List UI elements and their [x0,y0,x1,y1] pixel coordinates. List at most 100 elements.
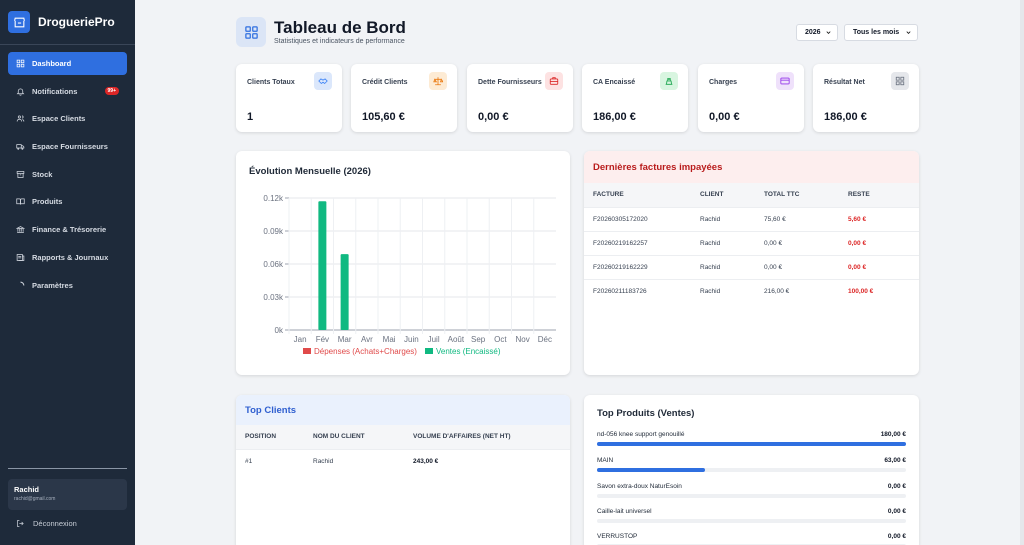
kpi-label: Dette Fournisseurs [478,79,542,86]
legend-swatch [425,348,433,354]
sidebar-item-settings[interactable]: Paramètres [8,274,127,297]
x-tick-label: Juin [404,335,419,344]
x-tick-label: Déc [538,335,552,344]
x-tick-label: Avr [361,335,373,344]
invoice-number: F20260219162229 [584,254,700,279]
page-subtitle: Statistiques et indicateurs de performan… [274,38,405,45]
year-select[interactable]: 2026 [796,24,838,41]
top-products-title: Top Produits (Ventes) [597,408,695,419]
user-name: Rachid [14,485,40,494]
month-select[interactable]: Tous les mois [844,24,918,41]
divider [0,44,135,45]
y-tick-label: 0k [275,326,284,335]
table-row[interactable]: F20260219162257 Rachid 0,00 € 0,00 € [584,230,919,255]
product-name: VERRUSTOP [597,533,638,540]
sidebar-item-label: Notifications [32,86,78,96]
sidebar-item-label: Paramètres [32,280,73,290]
legend-label: Ventes (Encaissé) [436,347,501,356]
sidebar-item-label: Rapports & Journaux [32,252,109,262]
column-header: RESTE [848,183,919,207]
client-volume: 243,00 € [413,448,570,473]
page-title: Tableau de Bord [274,18,406,37]
product-value: 180,00 € [880,431,906,438]
sidebar-item-finance[interactable]: Finance & Trésorerie [8,218,127,241]
product-progress-fill [597,468,706,472]
product-value: 0,00 € [887,533,906,540]
kpi-value: 0,00 € [478,111,509,123]
monthly-chart-card: Évolution Mensuelle (2026) 0k 0.03k 0.06k 0… [236,151,570,375]
month-select-value: Tous les mois [853,29,900,36]
kpi-value: 0,00 € [709,111,740,123]
bank-icon [16,226,25,233]
sidebar-item-clients[interactable]: Espace Clients [8,107,127,130]
sidebar-item-label: Espace Clients [32,114,86,124]
kpi-label: Charges [709,79,738,86]
legend-label: Dépenses (Achats+Charges) [314,347,417,356]
book-icon [16,198,25,206]
kpi-label: CA Encaissé [593,79,636,86]
invoice-total: 0,00 € [764,230,848,255]
product-name: MAIN [597,457,614,464]
x-tick-label: Sep [471,335,486,344]
x-tick-label: Août [448,335,465,344]
kpi-card-clients: Clients Totaux 1 [236,64,342,132]
user-card[interactable]: Rachid rachid@gmail.com [8,479,127,510]
top-clients-card: Top Clients POSITION NOM DU CLIENT VOLUM… [236,395,570,545]
page-scrollbar[interactable] [1020,0,1024,545]
x-tick-label: Jan [294,335,307,344]
sidebar-item-suppliers[interactable]: Espace Fournisseurs [8,135,127,158]
product-progress-track [597,519,906,523]
sidebar-item-products[interactable]: Produits [8,190,127,213]
kpi-value: 186,00 € [824,111,867,123]
legend-swatch [303,348,311,354]
product-progress-track [597,494,906,498]
invoice-number: F20260211183726 [584,278,700,303]
product-name: Caille-lait universel [597,508,652,515]
sidebar-item-label: Espace Fournisseurs [32,142,108,152]
sidebar-item-reports[interactable]: Rapports & Journaux [8,246,127,269]
year-select-value: 2026 [805,29,821,36]
chevron-down-icon [906,31,911,34]
sidebar-item-dashboard[interactable]: Dashboard [8,52,127,75]
bar-ventes [318,201,327,330]
invoice-remaining: 5,60 € [848,206,919,231]
sidebar-item-label: Dashboard [32,59,72,68]
bar-ventes [340,254,349,330]
credit-card-icon [776,72,794,90]
sidebar-item-stock[interactable]: Stock [8,163,127,186]
x-tick-label: Oct [494,335,507,344]
product-name: nd-056 knee support genouillé [597,431,685,438]
chart-title: Évolution Mensuelle (2026) [249,166,371,177]
table-row[interactable]: F20260211183726 Rachid 216,00 € 100,00 € [584,278,919,303]
users-icon [16,115,25,122]
table-row[interactable]: F20260305172020 Rachid 75,60 € 5,60 € [584,206,919,231]
x-tick-label: Mar [338,335,352,344]
table-row[interactable]: F20260219162229 Rachid 0,00 € 0,00 € [584,254,919,279]
table-row[interactable]: #1 Rachid 243,00 € [236,448,570,473]
dashboard-header-icon [236,17,266,47]
invoice-client: Rachid [700,230,764,255]
scale-icon [429,72,447,90]
logout-button[interactable]: Déconnexion [16,519,77,528]
x-tick-label: Juil [428,335,440,344]
product-name: Savon extra-doux NaturEsoin [597,483,682,490]
sidebar-item-notifications[interactable]: Notifications 99+ [8,80,127,103]
kpi-value: 186,00 € [593,111,636,123]
sidebar-item-label: Produits [32,197,63,207]
column-header: NOM DU CLIENT [313,425,413,449]
report-icon [16,253,25,261]
invoice-total: 75,60 € [764,206,848,231]
grid-icon [16,59,25,68]
brand[interactable]: DrogueriePro [0,0,135,44]
box-icon [16,170,25,178]
product-value: 0,00 € [887,483,906,490]
unpaid-invoices-title: Dernières factures impayées [584,151,919,183]
y-tick-label: 0.03k [263,293,284,302]
table-header-row: FACTURE CLIENT TOTAL TTC RESTE [584,183,919,207]
table-header-row: POSITION NOM DU CLIENT VOLUME D'AFFAIRES… [236,425,570,449]
sidebar-item-label: Finance & Trésorerie [32,225,107,235]
invoice-remaining: 100,00 € [848,278,919,303]
kpi-card-credit: Crédit Clients 105,60 € [351,64,457,132]
x-tick-label: Fév [316,335,329,344]
kpi-label: Résultat Net [824,79,865,86]
